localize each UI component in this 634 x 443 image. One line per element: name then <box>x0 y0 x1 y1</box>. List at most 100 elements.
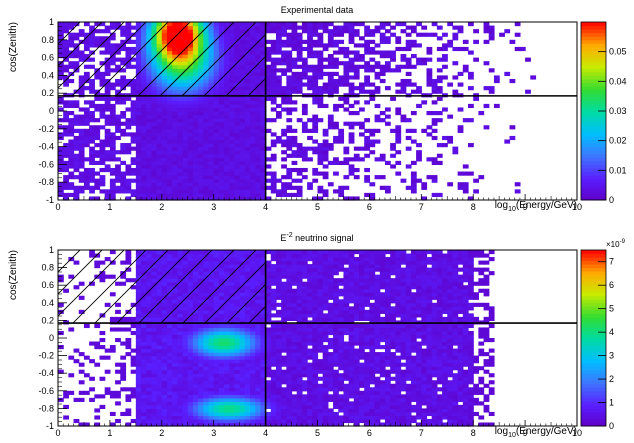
heatmap-cell <box>234 164 241 169</box>
heatmap-cell <box>338 39 345 44</box>
heatmap-cell <box>296 313 303 318</box>
heatmap-cell <box>156 114 163 119</box>
heatmap-cell <box>229 89 236 94</box>
heatmap-cell <box>63 68 69 73</box>
heatmap-cell <box>187 345 194 350</box>
heatmap-cell <box>156 345 163 350</box>
heatmap-cell <box>146 380 153 385</box>
heatmap-cell <box>146 153 153 158</box>
heatmap-cell <box>260 352 267 357</box>
heatmap-cell <box>307 157 313 162</box>
heatmap-cell <box>161 257 168 262</box>
heatmap-cell <box>364 143 370 148</box>
heatmap-cell <box>452 75 459 80</box>
heatmap-cell <box>218 341 225 346</box>
heatmap-cell <box>322 355 329 360</box>
heatmap-cell <box>327 250 334 255</box>
heatmap-cell <box>120 86 127 91</box>
heatmap-cell <box>120 39 127 44</box>
heatmap-cell <box>182 71 189 76</box>
heatmap-cell <box>333 160 339 165</box>
heatmap-cell <box>109 68 116 73</box>
heatmap-cell <box>198 408 204 413</box>
heatmap-cell <box>255 316 262 321</box>
heatmap-cell <box>322 306 329 311</box>
heatmap-cell <box>213 302 220 307</box>
heatmap-cell <box>348 139 355 144</box>
heatmap-cell <box>192 103 199 109</box>
heatmap-cell <box>120 57 127 62</box>
heatmap-cell <box>78 75 85 80</box>
heatmap-cell <box>317 96 324 101</box>
heatmap-cell <box>244 309 251 314</box>
heatmap-cell <box>250 359 256 364</box>
heatmap-cell <box>333 401 339 406</box>
heatmap-cell <box>104 61 111 66</box>
heatmap-cell <box>260 264 267 269</box>
heatmap-cell <box>104 355 111 360</box>
heatmap-cell <box>151 369 158 374</box>
heatmap-cell <box>141 100 147 105</box>
heatmap-cell <box>115 82 121 87</box>
heatmap-cell <box>187 135 194 141</box>
heatmap-cell <box>239 299 246 304</box>
heatmap-cell <box>78 352 85 357</box>
heatmap-cell <box>229 253 236 258</box>
heatmap-cell <box>177 345 184 350</box>
heatmap-cell <box>224 418 230 424</box>
colorbar-band <box>581 132 606 137</box>
heatmap-cell <box>58 278 64 283</box>
heatmap-cell <box>177 327 184 332</box>
heatmap-cell <box>431 78 438 84</box>
heatmap-cell <box>203 57 210 62</box>
heatmap-cell <box>275 415 282 420</box>
heatmap-cell <box>146 68 153 73</box>
heatmap-cell <box>156 175 163 180</box>
heatmap-cell <box>343 313 350 318</box>
heatmap-cell <box>333 82 339 87</box>
heatmap-cell <box>156 185 163 190</box>
heatmap-cell <box>369 143 376 148</box>
heatmap-cell <box>146 107 153 112</box>
heatmap-cell <box>135 397 142 402</box>
heatmap-cell <box>146 175 153 180</box>
heatmap-cell <box>291 373 298 378</box>
heatmap-cell <box>307 274 313 279</box>
heatmap-cell <box>161 196 168 201</box>
heatmap-cell <box>286 366 293 371</box>
heatmap-cell <box>483 103 490 109</box>
heatmap-cell <box>301 369 308 374</box>
heatmap-cell <box>322 338 329 343</box>
heatmap-cell <box>265 96 272 101</box>
heatmap-cell <box>270 157 277 162</box>
heatmap-cell <box>234 150 241 155</box>
heatmap-cell <box>395 22 402 27</box>
heatmap-cell <box>333 362 339 367</box>
heatmap-cell <box>234 359 241 364</box>
heatmap-cell <box>172 75 178 80</box>
heatmap-cell <box>296 288 303 293</box>
heatmap-cell <box>312 39 319 44</box>
heatmap-cell <box>130 355 137 360</box>
heatmap-cell <box>73 121 80 126</box>
heatmap-cell <box>213 352 220 357</box>
heatmap-cell <box>109 250 116 255</box>
heatmap-cell <box>270 143 277 148</box>
heatmap-cell <box>250 292 256 297</box>
heatmap-cell <box>333 397 339 402</box>
heatmap-cell <box>218 150 225 155</box>
heatmap-cell <box>135 422 142 427</box>
heatmap-cell <box>281 394 287 399</box>
heatmap-cell <box>135 182 142 187</box>
heatmap-cell <box>198 373 204 378</box>
heatmap-cell <box>255 387 262 392</box>
heatmap-cell <box>208 118 215 123</box>
heatmap-cell <box>198 313 204 318</box>
heatmap-cell <box>177 274 184 279</box>
heatmap-cell <box>327 316 334 321</box>
heatmap-cell <box>307 86 313 91</box>
heatmap-cell <box>187 390 194 395</box>
heatmap-cell <box>359 107 365 112</box>
heatmap-cell <box>125 150 132 155</box>
heatmap-cell <box>146 327 153 332</box>
